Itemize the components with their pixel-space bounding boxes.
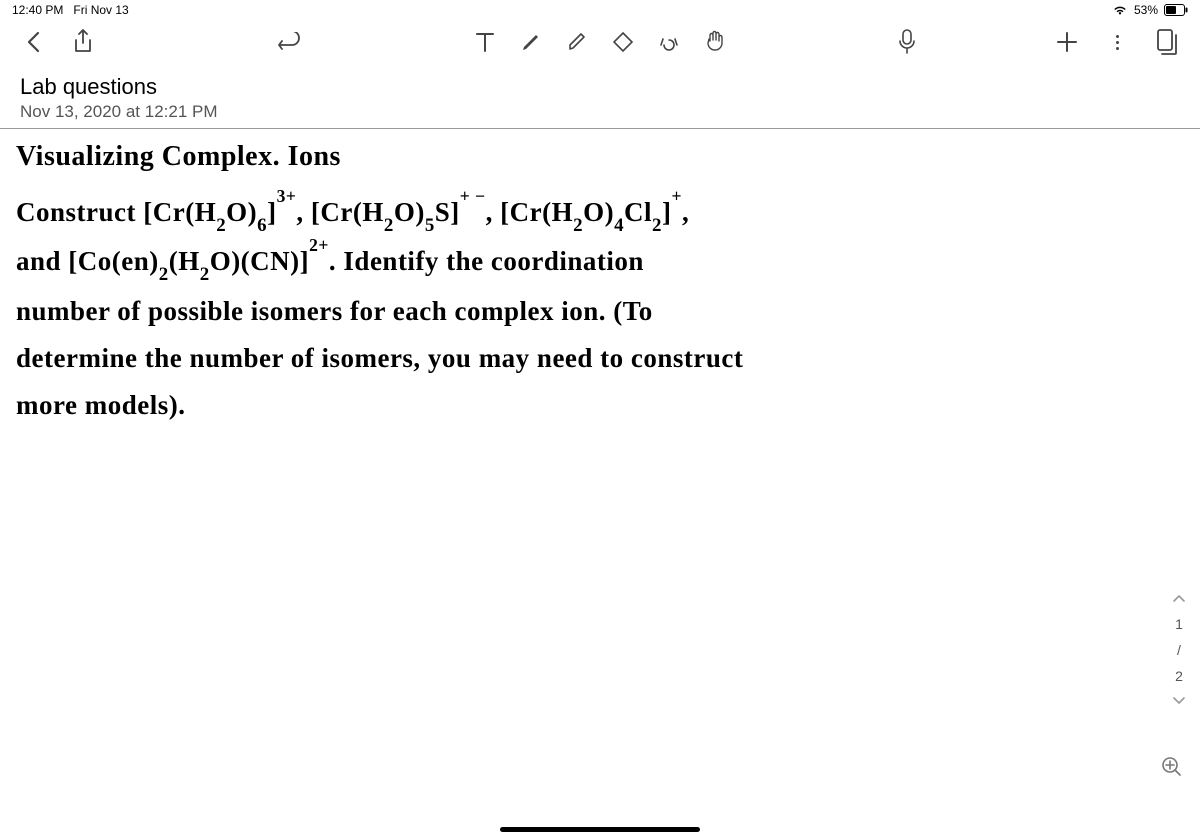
hw-sub: 4 [614,215,624,236]
eraser-tool-button[interactable] [610,29,636,55]
document-title: Lab questions [20,74,1180,100]
hw-formula: [Cr(H [500,197,573,227]
hw-formula: (H [169,246,200,276]
pages-button[interactable] [1154,29,1180,55]
hw-formula: [Cr(H [311,197,384,227]
status-date: Fri Nov 13 [73,3,128,17]
hw-sup: 3+ [277,186,297,206]
undo-button[interactable] [275,29,301,55]
wifi-icon [1112,4,1128,16]
back-button[interactable] [20,29,46,55]
hw-sup: + − [460,186,486,206]
hw-text: , [486,197,501,227]
more-button[interactable] [1104,29,1130,55]
hw-sub: 2 [216,215,226,236]
hw-sub: 2 [384,215,394,236]
hw-formula: O) [583,197,614,227]
highlighter-tool-button[interactable] [564,29,590,55]
hw-text: more models). [16,390,185,420]
hw-formula: Cl [624,197,652,227]
hw-formula: O) [226,197,257,227]
canvas-area[interactable]: Visualizing Complex. Ions Construct [Cr(… [0,129,1200,809]
add-button[interactable] [1054,29,1080,55]
toolbar-center [472,29,728,55]
hw-sub: 5 [425,215,435,236]
hw-sub: 2 [573,215,583,236]
battery-label: 53% [1134,3,1158,17]
hw-body: Construct [Cr(H2O)6]3+, [Cr(H2O)5S]+ −, … [16,189,1184,430]
home-indicator[interactable] [500,827,700,832]
handwritten-content: Visualizing Complex. Ions Construct [Cr(… [16,133,1184,429]
status-left: 12:40 PM Fri Nov 13 [12,3,129,17]
hw-sub: 2 [652,215,662,236]
share-button[interactable] [70,29,96,55]
pen-tool-button[interactable] [518,29,544,55]
page-sep: / [1177,642,1181,658]
hw-heading: Visualizing Complex. Ions [16,133,1184,181]
hw-text: , [296,197,311,227]
hw-text: number of possible isomers for each comp… [16,296,653,326]
toolbar [0,20,1200,64]
battery-icon [1164,4,1188,16]
hand-tool-button[interactable] [702,29,728,55]
lasso-tool-button[interactable] [656,29,682,55]
status-time: 12:40 PM [12,3,63,17]
hw-text: and [16,246,68,276]
hw-sup: 2+ [309,235,329,255]
page-total: 2 [1175,668,1183,684]
hw-sub: 6 [257,215,267,236]
hw-formula: O)(CN)] [210,246,309,276]
hw-text: . Identify the coordination [329,246,644,276]
hw-formula: [Co(en) [68,246,158,276]
toolbar-right [1054,29,1180,55]
hw-formula: O) [394,197,425,227]
zoom-button[interactable] [1158,753,1186,781]
hw-text: determine the number of isomers, you may… [16,343,743,373]
text-tool-button[interactable] [472,29,498,55]
hw-text: Construct [16,197,143,227]
page-up-button[interactable] [1172,591,1186,606]
microphone-button[interactable] [894,29,920,55]
hw-formula: [Cr(H [143,197,216,227]
hw-sup: + [671,186,682,206]
page-current: 1 [1175,616,1183,632]
hw-text: , [682,197,689,227]
hw-sub: 2 [200,264,210,285]
document-subtitle: Nov 13, 2020 at 12:21 PM [20,102,1180,122]
status-right: 53% [1112,3,1188,17]
page-down-button[interactable] [1172,694,1186,709]
status-bar: 12:40 PM Fri Nov 13 53% [0,0,1200,20]
page-navigator: 1 / 2 [1172,591,1186,709]
toolbar-left [20,29,96,55]
document-header: Lab questions Nov 13, 2020 at 12:21 PM [0,64,1200,129]
hw-formula: ] [267,197,277,227]
hw-formula: S] [435,197,460,227]
hw-sub: 2 [159,264,169,285]
